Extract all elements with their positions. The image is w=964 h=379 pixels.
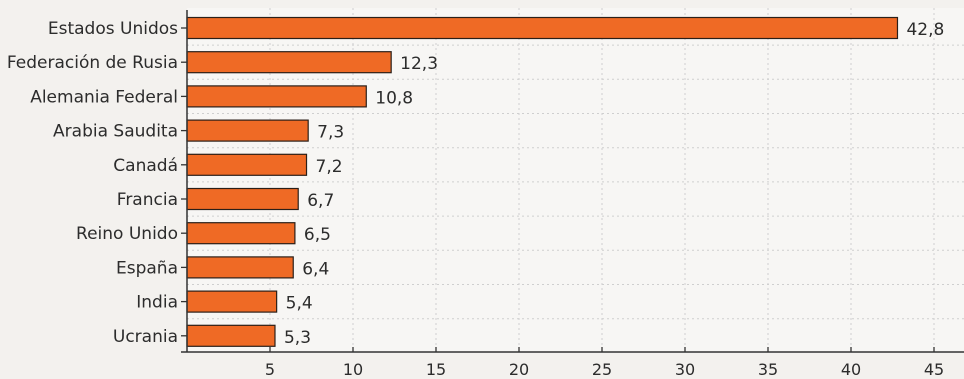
bar-0 bbox=[186, 16, 899, 40]
bar-6 bbox=[186, 222, 296, 245]
bar-4 bbox=[186, 153, 308, 176]
bar-1 bbox=[186, 51, 392, 74]
x-tick-label-30: 30 bbox=[675, 360, 695, 379]
value-label-5: 6,7 bbox=[307, 191, 334, 211]
category-label-8: India bbox=[136, 293, 178, 313]
x-tick-label-40: 40 bbox=[841, 360, 861, 379]
category-label-5: Francia bbox=[117, 190, 178, 210]
value-label-7: 6,4 bbox=[302, 259, 329, 279]
x-tick-label-25: 25 bbox=[592, 360, 612, 379]
x-tick-label-35: 35 bbox=[758, 360, 778, 379]
category-label-2: Alemania Federal bbox=[30, 87, 178, 107]
bar-9 bbox=[186, 324, 276, 347]
value-label-1: 12,3 bbox=[400, 54, 438, 74]
value-label-3: 7,3 bbox=[317, 123, 344, 143]
category-label-9: Ucrania bbox=[113, 327, 178, 347]
category-label-3: Arabia Saudita bbox=[53, 122, 178, 142]
value-label-4: 7,2 bbox=[316, 157, 343, 177]
value-label-0: 42,8 bbox=[906, 20, 944, 40]
category-label-0: Estados Unidos bbox=[48, 19, 178, 39]
bar-8 bbox=[186, 290, 278, 313]
x-tick-label-45: 45 bbox=[924, 360, 944, 379]
bar-7 bbox=[186, 256, 294, 279]
value-label-9: 5,3 bbox=[284, 328, 311, 348]
x-tick-label-5: 5 bbox=[265, 360, 275, 379]
category-label-7: España bbox=[116, 258, 178, 278]
category-label-6: Reino Unido bbox=[76, 224, 178, 244]
category-label-1: Federación de Rusia bbox=[7, 53, 178, 73]
bar-5 bbox=[186, 187, 299, 211]
x-tick-label-15: 15 bbox=[426, 360, 446, 379]
x-tick-label-20: 20 bbox=[509, 360, 529, 379]
x-tick-label-10: 10 bbox=[343, 360, 363, 379]
bar-2 bbox=[186, 85, 367, 108]
category-label-4: Canadá bbox=[113, 156, 178, 176]
value-label-8: 5,4 bbox=[286, 294, 313, 314]
value-label-2: 10,8 bbox=[375, 88, 413, 108]
bar-3 bbox=[186, 119, 309, 142]
value-label-6: 6,5 bbox=[304, 225, 331, 245]
